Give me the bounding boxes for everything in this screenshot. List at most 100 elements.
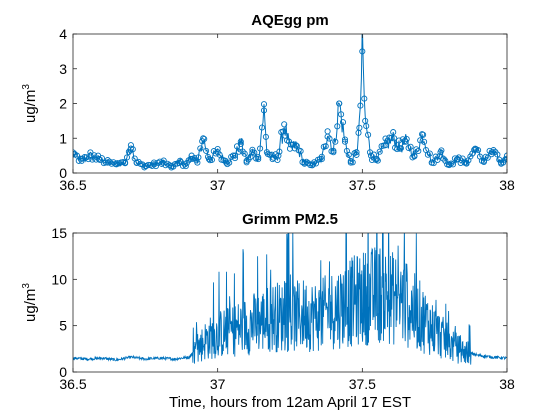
data-point	[341, 138, 349, 145]
data-point	[159, 159, 166, 166]
data-point	[472, 145, 479, 152]
data-point	[78, 157, 85, 164]
data-point	[500, 159, 507, 166]
data-point	[241, 150, 248, 157]
data-point	[188, 152, 195, 159]
data-point	[396, 145, 403, 152]
x-tick-label: 37	[210, 177, 226, 193]
data-point	[382, 142, 389, 149]
y-tick-label: 15	[51, 225, 67, 241]
data-point	[223, 159, 230, 166]
data-point	[133, 159, 140, 166]
chart-grimm-pm25: 36.5 37 37.5 38 0 5 10 15 Grimm PM2.5 ug/m3 Time, …	[21, 211, 515, 411]
data-point	[292, 142, 299, 149]
x-tick-label: 37.5	[349, 177, 376, 193]
data-point	[281, 121, 288, 128]
data-point	[255, 154, 262, 161]
y-tick-label: 0	[59, 364, 67, 380]
data-point	[235, 148, 242, 155]
x-tick-label: 37.5	[349, 376, 376, 392]
data-point	[341, 136, 349, 143]
data-point	[231, 155, 239, 162]
x-tick-label: 36.5	[59, 177, 86, 193]
data-point	[336, 100, 343, 107]
data-point	[338, 111, 345, 118]
data-point	[255, 156, 262, 163]
data-point	[87, 149, 94, 156]
data-point	[114, 160, 121, 167]
series-line	[73, 34, 507, 170]
x-axis-label: Time, hours from 12am April 17 EST	[169, 394, 411, 411]
x-tick-label: 38	[499, 177, 515, 193]
data-point	[402, 138, 409, 145]
y-tick-label: 10	[51, 271, 67, 287]
data-point	[150, 159, 158, 166]
data-point	[388, 134, 395, 141]
data-point	[401, 137, 408, 144]
data-point	[413, 146, 420, 153]
data-point	[177, 157, 184, 164]
data-point	[347, 159, 354, 166]
data-point	[168, 163, 175, 170]
data-point	[205, 156, 213, 163]
data-point	[276, 148, 283, 155]
series-line	[73, 233, 507, 365]
data-point	[454, 156, 461, 163]
data-point	[214, 149, 221, 156]
y-tick-label: 1	[59, 130, 67, 146]
data-point	[197, 145, 204, 152]
y-axis-label: ug/m3	[21, 84, 39, 123]
data-point	[339, 119, 347, 126]
data-point	[269, 156, 276, 163]
data-point	[426, 150, 433, 157]
data-point	[357, 102, 364, 109]
y-axis-label: ug/m3	[21, 283, 39, 322]
data-point	[403, 135, 410, 143]
data-point	[475, 147, 482, 154]
x-tick-label: 38	[499, 376, 515, 392]
data-point	[262, 133, 269, 140]
data-point	[260, 107, 268, 114]
data-point	[113, 161, 120, 168]
data-point	[289, 141, 296, 148]
data-point	[361, 95, 368, 102]
data-point	[463, 159, 470, 166]
data-point	[494, 151, 501, 158]
data-point	[263, 149, 270, 156]
data-point	[237, 140, 244, 148]
data-point	[330, 149, 337, 156]
data-point	[301, 159, 308, 166]
data-point	[122, 159, 129, 166]
data-point	[390, 129, 397, 136]
data-point	[322, 143, 329, 150]
data-point	[434, 156, 441, 163]
data-point	[345, 151, 352, 158]
data-point	[268, 151, 275, 158]
data-point	[231, 152, 239, 159]
chart-title: AQEgg pm	[251, 12, 329, 29]
data-point	[194, 159, 201, 166]
data-point	[318, 153, 325, 160]
data-point	[310, 161, 317, 168]
data-point	[127, 142, 134, 149]
data-point	[309, 162, 316, 169]
chart-title: Grimm PM2.5	[242, 211, 338, 228]
y-tick-label: 0	[59, 165, 67, 181]
data-point	[489, 149, 496, 156]
data-point	[145, 161, 152, 168]
data-point	[480, 157, 487, 164]
data-point	[420, 131, 427, 138]
data-point	[96, 156, 104, 164]
data-point	[395, 137, 403, 144]
data-point	[324, 128, 331, 135]
data-point	[332, 138, 339, 145]
data-point	[359, 48, 366, 55]
data-point	[297, 148, 304, 155]
data-point	[260, 101, 268, 108]
data-point	[285, 138, 293, 145]
data-point	[237, 138, 244, 145]
data-point	[87, 152, 94, 159]
data-point	[104, 159, 111, 166]
data-point	[486, 147, 493, 154]
data-point	[421, 138, 428, 145]
